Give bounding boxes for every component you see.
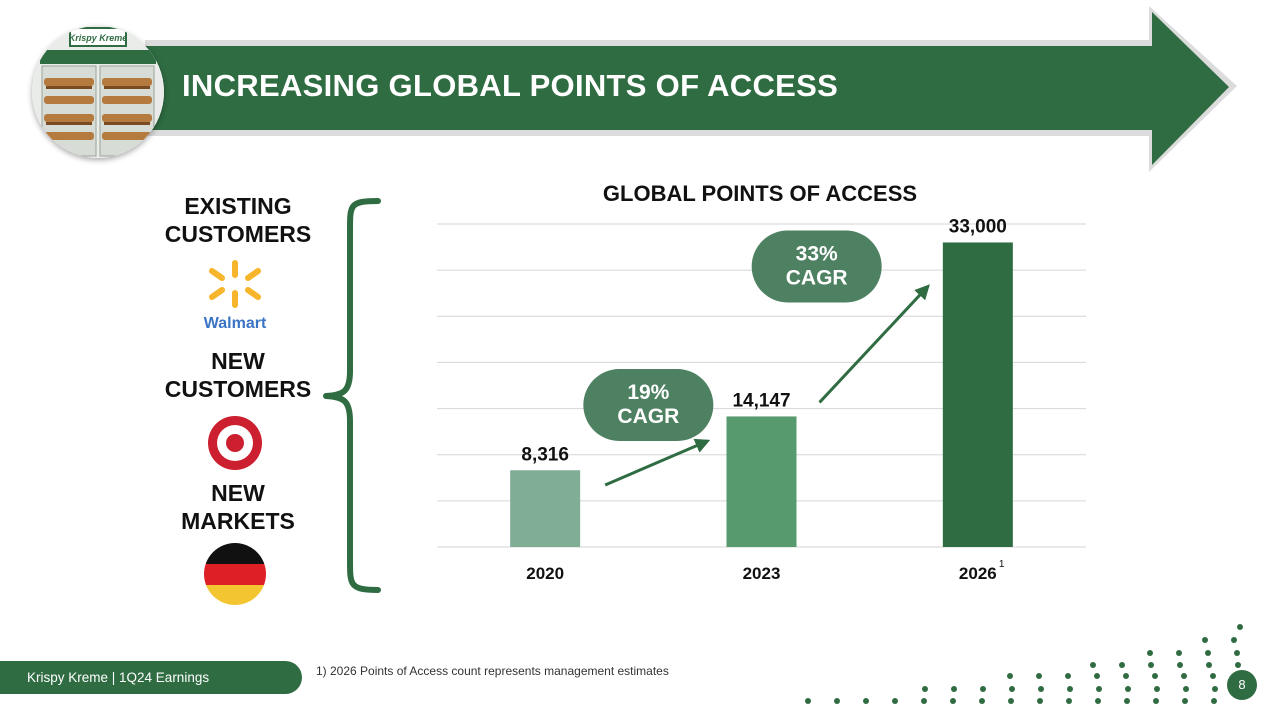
target-bullseye-icon	[208, 416, 262, 470]
decorative-dot	[1066, 698, 1072, 704]
decorative-dot	[1182, 698, 1188, 704]
decorative-dot	[1037, 698, 1043, 704]
label-line: MARKETS	[181, 508, 295, 534]
growth-arrow	[818, 284, 930, 404]
growth-arrow	[604, 438, 711, 487]
cagr-bubble	[751, 230, 882, 303]
label-line: NEW	[211, 480, 265, 506]
decorative-dot	[1234, 650, 1240, 656]
decorative-dot	[1123, 673, 1129, 679]
decorative-dot	[834, 698, 840, 704]
decorative-dot	[1206, 662, 1212, 668]
footer-label: Krispy Kreme | 1Q24 Earnings	[0, 661, 302, 694]
decorative-dot	[1090, 662, 1096, 668]
svg-text:Krispy Kreme: Krispy Kreme	[69, 33, 128, 43]
decorative-dot	[980, 686, 986, 692]
germany-flag-icon	[204, 543, 266, 605]
decorative-dot	[1211, 698, 1217, 704]
decorative-dot	[1153, 698, 1159, 704]
decorative-dot	[1008, 698, 1014, 704]
decorative-dot	[1212, 686, 1218, 692]
page-title: INCREASING GLOBAL POINTS OF ACCESS	[182, 68, 839, 103]
decorative-dot	[1154, 686, 1160, 692]
label-line: CUSTOMERS	[164, 221, 312, 247]
decorative-dot	[1152, 673, 1158, 679]
x-tick-label: 2023	[743, 564, 781, 583]
walmart-wordmark: Walmart	[204, 315, 267, 332]
decorative-dot	[1183, 686, 1189, 692]
decorative-dot	[1096, 686, 1102, 692]
decorative-dot	[863, 698, 869, 704]
decorative-dot	[1124, 698, 1130, 704]
footnote-marker: 1	[999, 559, 1005, 570]
decorative-dot	[979, 698, 985, 704]
header-banner-arrow	[145, 6, 1237, 172]
decorative-dot	[1067, 686, 1073, 692]
decorative-dot	[1210, 673, 1216, 679]
decorative-dot	[1235, 662, 1241, 668]
decorative-dot	[922, 686, 928, 692]
decorative-dot	[951, 686, 957, 692]
label-line: EXISTING	[184, 193, 292, 219]
cagr-label: 33%	[796, 242, 838, 265]
walmart-spark-icon	[209, 260, 261, 308]
walmart-logo: Walmart	[204, 260, 267, 332]
x-tick-label: 2020	[526, 564, 564, 583]
decorative-dot	[1177, 662, 1183, 668]
label-line: NEW	[211, 348, 265, 374]
cagr-bubble	[583, 369, 714, 441]
decorative-dot	[1147, 650, 1153, 656]
decorative-dot	[1176, 650, 1182, 656]
new-customers-label: NEW CUSTOMERS	[138, 347, 338, 403]
x-tick-label: 2026	[959, 564, 997, 583]
decorative-dot	[1119, 662, 1125, 668]
data-label: 33,000	[949, 216, 1007, 237]
decorative-dot	[1237, 624, 1243, 630]
page-number: 8	[1227, 670, 1257, 700]
decorative-dot	[1181, 673, 1187, 679]
decorative-dot	[1065, 673, 1071, 679]
decorative-dot	[805, 698, 811, 704]
decorative-dot	[921, 698, 927, 704]
existing-customers-label: EXISTING CUSTOMERS	[138, 192, 338, 248]
data-label: 14,147	[732, 390, 790, 411]
label-line: CUSTOMERS	[164, 376, 312, 402]
cagr-label: CAGR	[786, 266, 848, 289]
bar-2026	[942, 242, 1013, 547]
decorative-dot	[950, 698, 956, 704]
decorative-dot	[1205, 650, 1211, 656]
data-label: 8,316	[521, 444, 569, 465]
decorative-dot	[1036, 673, 1042, 679]
curly-brace	[323, 198, 381, 593]
new-markets-label: NEW MARKETS	[138, 479, 338, 535]
decorative-dot	[1125, 686, 1131, 692]
decorative-dot	[1007, 673, 1013, 679]
bar-2023	[726, 416, 797, 547]
footnote: 1) 2026 Points of Access count represent…	[316, 664, 669, 678]
decorative-dot	[1095, 698, 1101, 704]
cagr-label: 19%	[627, 381, 669, 404]
decorative-dot	[1038, 686, 1044, 692]
decorative-dot	[1231, 637, 1237, 643]
chart-title: GLOBAL POINTS OF ACCESS	[602, 181, 918, 206]
decorative-dot	[1202, 637, 1208, 643]
decorative-dot	[892, 698, 898, 704]
decorative-dot	[1009, 686, 1015, 692]
bar-2020	[510, 470, 581, 547]
decorative-dot	[1148, 662, 1154, 668]
decorative-dot	[1094, 673, 1100, 679]
cagr-label: CAGR	[617, 405, 679, 428]
